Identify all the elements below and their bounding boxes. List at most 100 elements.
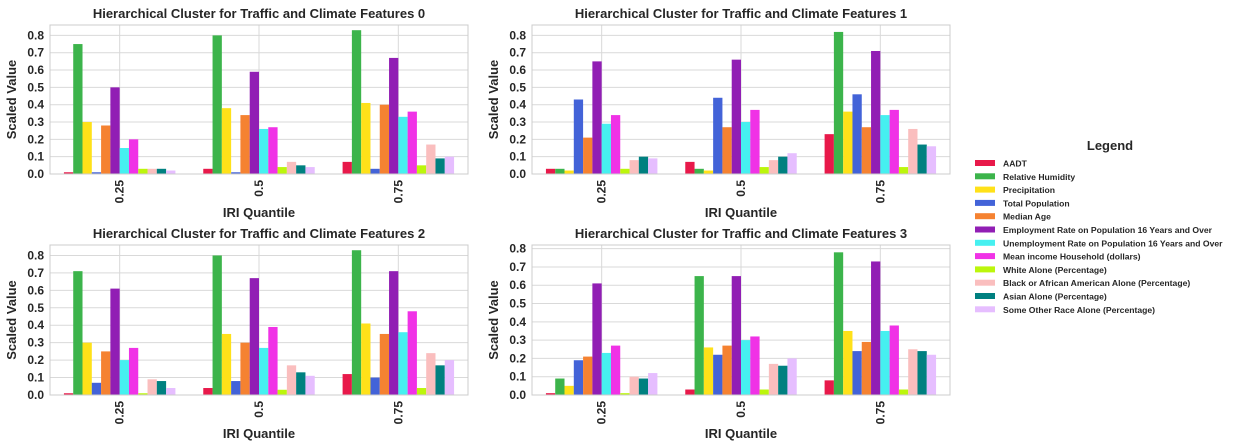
- axes-frame: [49, 24, 469, 175]
- bar: [268, 127, 278, 174]
- bar: [435, 158, 445, 174]
- bar: [101, 125, 111, 174]
- bar: [610, 345, 621, 395]
- bar: [768, 363, 779, 395]
- y-tick-label: 0.4: [27, 318, 44, 332]
- bar: [694, 168, 704, 174]
- bar: [379, 333, 390, 395]
- bar: [629, 160, 639, 174]
- bar: [898, 167, 909, 174]
- bar: [601, 352, 611, 395]
- y-tick-label: 0.2: [27, 353, 44, 367]
- bar: [833, 252, 844, 395]
- bar: [249, 278, 259, 395]
- bar: [629, 376, 639, 395]
- bar: [917, 144, 927, 174]
- y-tick-label: 0.6: [27, 63, 44, 77]
- legend-swatch: [975, 306, 995, 313]
- bar: [212, 35, 222, 174]
- bar: [73, 271, 83, 395]
- bar: [555, 378, 565, 395]
- bar: [871, 261, 881, 395]
- bar: [351, 250, 362, 395]
- legend-swatch: [975, 173, 995, 180]
- bar: [110, 87, 120, 174]
- legend-item: Asian Alone (Percentage): [975, 292, 1107, 302]
- bar: [871, 50, 881, 174]
- y-tick-label: 0.4: [509, 315, 526, 329]
- axes-frame: [531, 244, 951, 396]
- bar: [880, 330, 890, 395]
- bar: [833, 31, 844, 174]
- bar: [63, 172, 74, 174]
- legend-item: Employment Rate on Population 16 Years a…: [975, 225, 1213, 235]
- subplot-title: Hierarchical Cluster for Traffic and Cli…: [93, 226, 425, 241]
- y-axis-label: Scaled Value: [4, 280, 19, 360]
- bar: [63, 393, 74, 395]
- bar: [555, 168, 565, 174]
- bar: [741, 122, 751, 174]
- bar: [573, 99, 584, 174]
- bar: [138, 393, 148, 395]
- bar: [370, 168, 380, 174]
- legend-item: Black or African American Alone (Percent…: [975, 278, 1190, 288]
- legend-swatch: [975, 199, 995, 206]
- bar: [101, 351, 111, 395]
- legend-label: Mean income Household (dollars): [1003, 252, 1141, 262]
- bar: [583, 356, 593, 395]
- x-tick-label: 0.75: [391, 401, 405, 425]
- x-tick-label: 0.75: [391, 180, 405, 204]
- bar: [231, 172, 241, 174]
- bar: [648, 158, 658, 174]
- bar: [768, 160, 779, 174]
- y-tick-label: 0.4: [27, 98, 44, 112]
- bar: [286, 365, 297, 395]
- bar: [416, 165, 427, 174]
- bar: [545, 168, 556, 174]
- legend-item: Some Other Race Alone (Percentage): [975, 305, 1155, 315]
- bar: [694, 276, 704, 395]
- legend-label: Black or African American Alone (Percent…: [1003, 278, 1190, 288]
- y-tick-label: 0.3: [27, 115, 44, 129]
- y-tick-label: 0.1: [27, 150, 44, 164]
- bar: [750, 109, 760, 174]
- bar: [389, 271, 399, 395]
- x-tick-label: 0.5: [734, 401, 748, 418]
- y-tick-label: 0.0: [509, 167, 526, 181]
- legend-item: Median Age: [975, 212, 1051, 222]
- y-tick-label: 0.3: [27, 336, 44, 350]
- bar: [221, 333, 232, 395]
- bar: [843, 111, 853, 174]
- bar: [268, 326, 278, 395]
- y-axis-label: Scaled Value: [4, 60, 19, 140]
- y-tick-label: 0.7: [509, 46, 526, 60]
- bar: [407, 111, 417, 174]
- bar: [166, 170, 176, 174]
- bar: [750, 336, 760, 395]
- bar: [759, 167, 769, 174]
- bar: [722, 127, 732, 174]
- bar: [889, 109, 899, 174]
- legend-label: Asian Alone (Percentage): [1003, 292, 1107, 302]
- bar: [852, 94, 862, 174]
- bar: [426, 353, 436, 395]
- bar: [926, 354, 937, 395]
- bar: [908, 128, 918, 174]
- y-tick-label: 0.1: [509, 150, 526, 164]
- x-tick-label: 0.5: [734, 180, 748, 197]
- bar: [917, 351, 927, 395]
- bar: [286, 161, 297, 174]
- bar: [573, 360, 584, 395]
- bar: [926, 146, 937, 174]
- bar: [249, 71, 259, 174]
- legend-label: Unemployment Rate on Population 16 Years…: [1003, 238, 1223, 248]
- bar: [277, 167, 287, 174]
- bar: [231, 381, 241, 395]
- subplot-2: 0.0 0.1 0.2 0.3 0.4 0.5 0.6 0.7 0.8 0.25 0.5 0.75 Hi…: [4, 226, 469, 441]
- bar: [861, 341, 872, 395]
- bar: [638, 156, 649, 174]
- bar: [389, 57, 399, 174]
- legend-label: Median Age: [1003, 212, 1051, 222]
- y-tick-label: 0.7: [27, 46, 44, 60]
